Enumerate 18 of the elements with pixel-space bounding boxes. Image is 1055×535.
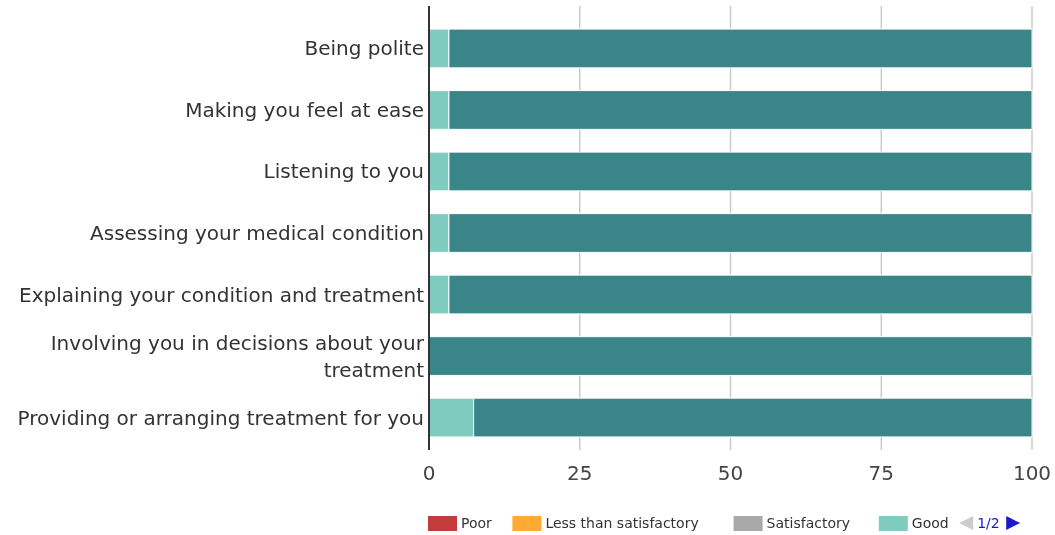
- y-tick-label: Being polite: [304, 36, 424, 61]
- y-tick-label: Involving you in decisions about your treatment: [50, 330, 425, 382]
- y-tick-label: Assessing your medical condition: [90, 221, 424, 245]
- y-tick-label: Providing or arranging treatment for you: [17, 405, 424, 430]
- x-tick-label: 100: [1012, 461, 1052, 485]
- x-tick-label: 25: [567, 461, 593, 485]
- x-tick-label: 0: [422, 461, 436, 485]
- legend-label: Satisfactory: [766, 515, 851, 531]
- legend-label: Poor: [461, 515, 493, 531]
- y-tick-label: Making you feel at ease: [185, 97, 424, 122]
- legend-label: Less than satisfactory: [545, 515, 699, 531]
- y-tick-label: Explaining your condition and treatment: [19, 282, 425, 307]
- y-tick-label: Listening to you: [263, 159, 424, 184]
- legend-label: Good: [911, 515, 949, 531]
- text: 1/2: [977, 515, 1000, 531]
- x-tick-label: 50: [717, 461, 744, 485]
- x-tick-label: 75: [868, 461, 894, 485]
- bar: [428, 336, 1033, 376]
